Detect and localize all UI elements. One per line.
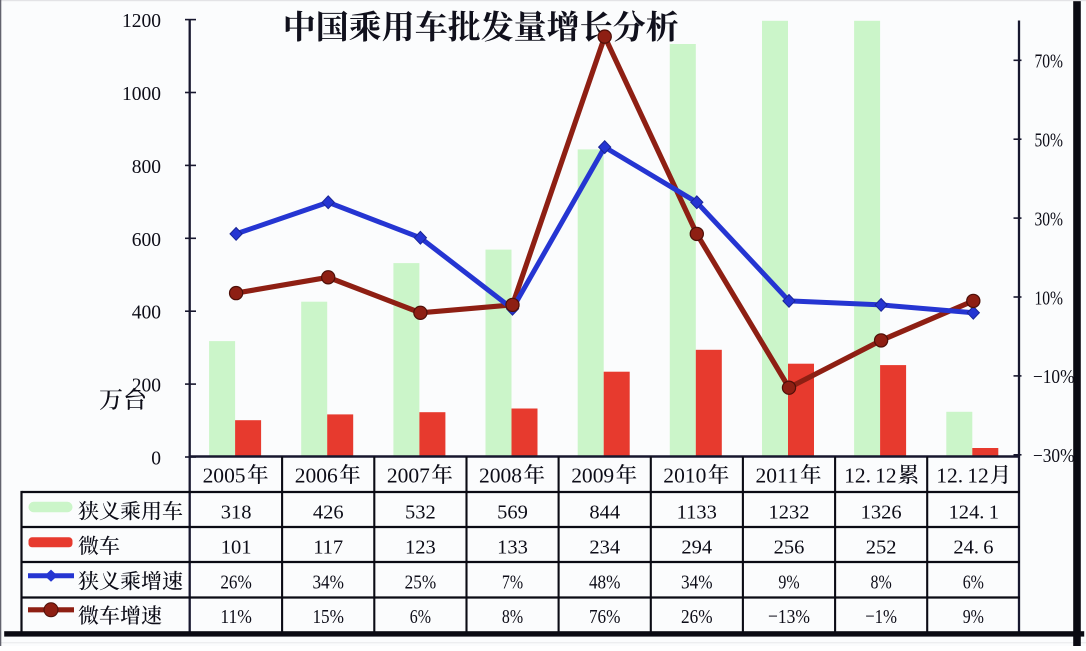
svg-text:117: 117: [313, 536, 343, 558]
svg-text:30%: 30%: [1035, 209, 1064, 230]
svg-text:70%: 70%: [1035, 52, 1064, 73]
svg-text:25%: 25%: [405, 572, 437, 594]
svg-text:600: 600: [132, 230, 161, 251]
svg-text:252: 252: [866, 536, 897, 558]
svg-text:6%: 6%: [410, 606, 431, 628]
svg-text:10%: 10%: [1035, 288, 1064, 309]
svg-text:34%: 34%: [312, 572, 344, 594]
svg-text:7%: 7%: [502, 572, 523, 594]
svg-text:2009: 2009: [571, 463, 614, 487]
svg-text:2011: 2011: [756, 463, 799, 487]
svg-text:124.1: 124.1: [949, 502, 999, 524]
svg-text:318: 318: [221, 502, 252, 524]
svg-text:12.12: 12.12: [844, 463, 897, 487]
svg-text:200: 200: [132, 376, 161, 397]
svg-text:2007: 2007: [387, 463, 430, 487]
svg-text:2008: 2008: [479, 463, 522, 487]
svg-text:426: 426: [313, 502, 344, 524]
svg-text:256: 256: [774, 536, 805, 558]
svg-text:76%: 76%: [589, 606, 621, 628]
svg-text:−13%: −13%: [768, 606, 810, 628]
svg-text:2005: 2005: [203, 463, 246, 487]
svg-text:569: 569: [497, 502, 528, 524]
svg-text:26%: 26%: [220, 572, 252, 594]
svg-text:133: 133: [497, 536, 528, 558]
svg-text:34%: 34%: [681, 572, 713, 594]
svg-text:101: 101: [221, 536, 252, 558]
svg-text:844: 844: [589, 502, 620, 524]
svg-text:1326: 1326: [861, 502, 902, 524]
svg-text:−1%: −1%: [865, 606, 897, 628]
svg-text:294: 294: [681, 536, 712, 558]
svg-text:9%: 9%: [963, 606, 984, 628]
svg-text:8%: 8%: [871, 572, 892, 594]
svg-text:6%: 6%: [963, 572, 984, 594]
svg-text:123: 123: [405, 536, 436, 558]
svg-text:2006: 2006: [295, 463, 338, 487]
svg-text:−10%: −10%: [1033, 367, 1075, 388]
svg-text:50%: 50%: [1035, 131, 1064, 152]
svg-text:11%: 11%: [220, 606, 252, 628]
svg-text:1232: 1232: [769, 502, 810, 524]
svg-text:9%: 9%: [778, 572, 799, 594]
svg-text:1133: 1133: [677, 502, 717, 524]
svg-text:−30%: −30%: [1033, 446, 1075, 467]
svg-text:8%: 8%: [502, 606, 523, 628]
svg-text:26%: 26%: [681, 606, 713, 628]
svg-text:12.12: 12.12: [936, 463, 988, 487]
svg-text:24.6: 24.6: [953, 536, 993, 558]
svg-text:2010: 2010: [663, 463, 706, 487]
svg-text:800: 800: [132, 157, 161, 178]
svg-text:234: 234: [589, 536, 620, 558]
svg-text:15%: 15%: [312, 606, 344, 628]
svg-text:400: 400: [132, 303, 161, 324]
svg-text:1000: 1000: [122, 84, 161, 105]
svg-text:48%: 48%: [589, 572, 621, 594]
svg-text:1200: 1200: [122, 11, 161, 32]
svg-text:0: 0: [151, 449, 161, 470]
svg-text:532: 532: [405, 502, 436, 524]
